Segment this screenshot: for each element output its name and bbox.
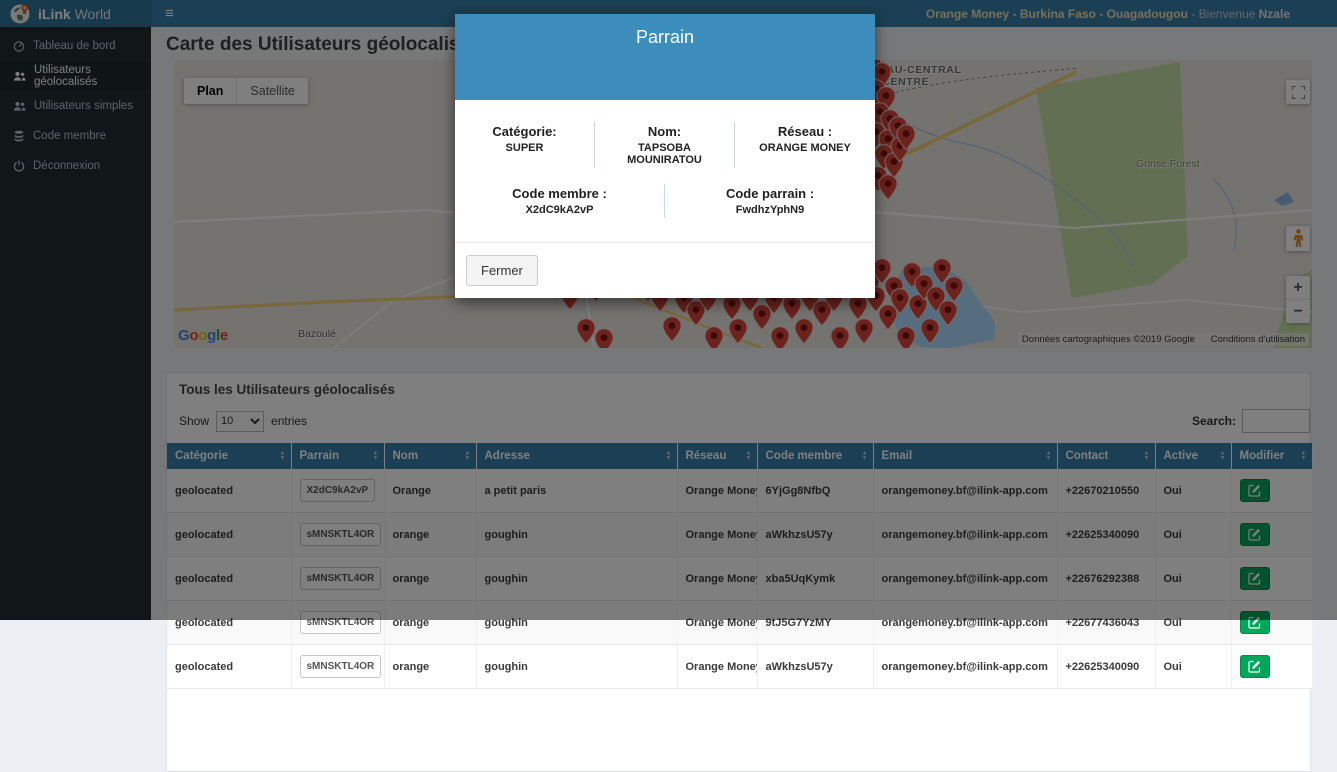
cell-modifier (1231, 644, 1313, 689)
field-categorie: Catégorie: SUPER (455, 122, 595, 168)
cell-nom: orange (384, 644, 477, 689)
cell-active: Oui (1155, 644, 1232, 689)
field-code-membre: Code membre : X2dC9kA2vP (455, 184, 665, 218)
edit-button[interactable] (1239, 655, 1270, 678)
cell-parrain: sMNSKTL4OR (291, 644, 385, 689)
field-nom: Nom: TAPSOBA MOUNIRATOU (595, 122, 735, 168)
cell-contact: +22625340090 (1057, 644, 1156, 689)
modal-body: Catégorie: SUPER Nom: TAPSOBA MOUNIRATOU… (455, 100, 875, 242)
cell-reseau: Orange Money (677, 644, 758, 689)
cell-adresse: goughin (476, 644, 678, 689)
parrain-code-button[interactable]: sMNSKTL4OR (299, 655, 382, 678)
cell-email: orangemoney.bf@ilink-app.com (873, 644, 1058, 689)
field-code-parrain: Code parrain : FwdhzYphN9 (725, 186, 815, 216)
modal-header: Parrain (455, 14, 875, 100)
parrain-modal: Parrain Catégorie: SUPER Nom: TAPSOBA MO… (455, 14, 875, 298)
field-reseau: Réseau : ORANGE MONEY (759, 124, 851, 154)
modal-title: Parrain (635, 27, 695, 47)
close-modal-button[interactable]: Fermer (466, 255, 538, 286)
cell-categorie: geolocated (167, 644, 292, 689)
modal-footer: Fermer (455, 242, 875, 298)
cell-code_membre: aWkhzsU57y (757, 644, 874, 689)
